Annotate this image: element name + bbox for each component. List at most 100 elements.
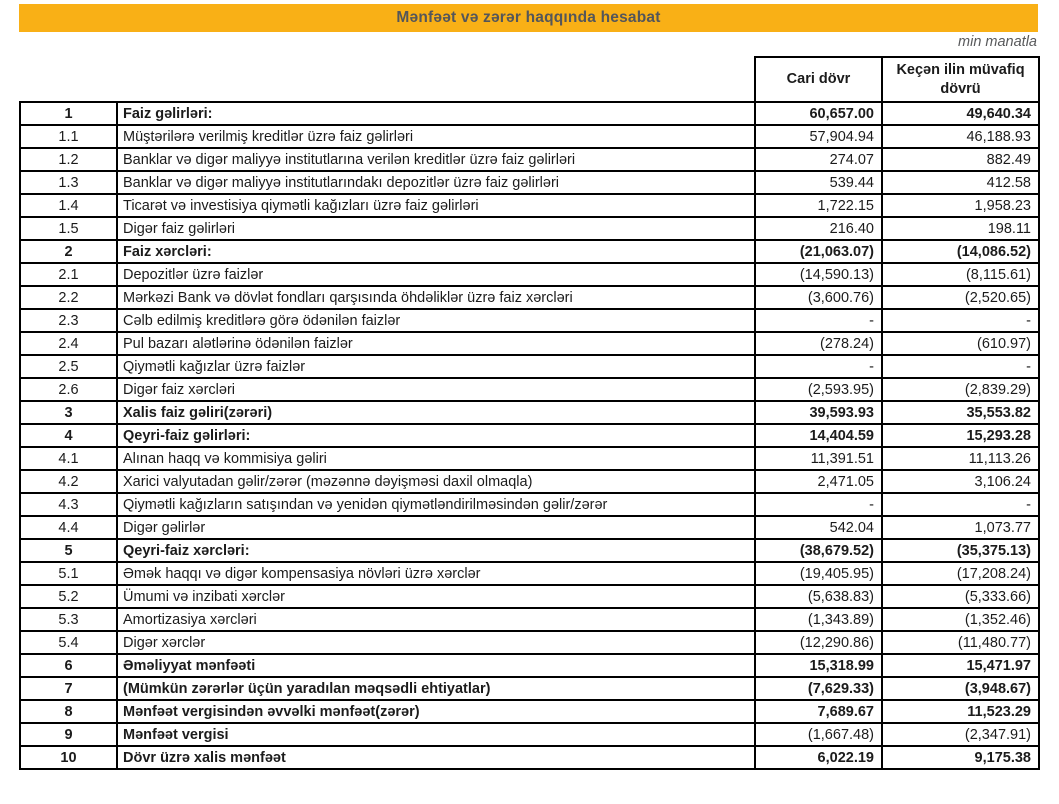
row-number: 4.2 bbox=[19, 469, 118, 494]
row-number: 4.1 bbox=[19, 446, 118, 471]
row-label: Pul bazarı alətlərinə ödənilən faizlər bbox=[116, 331, 756, 356]
row-label: Əmək haqqı və digər kompensasiya növləri… bbox=[116, 561, 756, 586]
table-row: 2.5 Qiymətli kağızlar üzrə faizlər - - bbox=[19, 354, 1040, 379]
row-number: 5.3 bbox=[19, 607, 118, 632]
row-number: 2.2 bbox=[19, 285, 118, 310]
row-number: 9 bbox=[19, 722, 118, 747]
row-current-value: 15,318.99 bbox=[754, 653, 883, 678]
row-current-value: 2,471.05 bbox=[754, 469, 883, 494]
row-number: 2.6 bbox=[19, 377, 118, 402]
row-previous-value: (2,347.91) bbox=[881, 722, 1040, 747]
row-current-value: (2,593.95) bbox=[754, 377, 883, 402]
row-number: 5.2 bbox=[19, 584, 118, 609]
report-table-body: 1 Faiz gəlirləri: 60,657.00 49,640.34 1.… bbox=[19, 101, 1040, 770]
row-number: 10 bbox=[19, 745, 118, 770]
row-current-value: 539.44 bbox=[754, 170, 883, 195]
row-label: Digər faiz gəlirləri bbox=[116, 216, 756, 241]
row-label: Faiz gəlirləri: bbox=[116, 101, 756, 126]
header-spacer bbox=[20, 57, 117, 102]
profit-loss-table: Cari dövr Keçən ilin müvafiq dövrü 1 Fai… bbox=[19, 56, 1040, 770]
row-previous-value: (2,520.65) bbox=[881, 285, 1040, 310]
row-label: Faiz xərcləri: bbox=[116, 239, 756, 264]
row-previous-value: 3,106.24 bbox=[881, 469, 1040, 494]
row-previous-value: 35,553.82 bbox=[881, 400, 1040, 425]
row-current-value: 57,904.94 bbox=[754, 124, 883, 149]
row-number: 2.4 bbox=[19, 331, 118, 356]
row-previous-value: (14,086.52) bbox=[881, 239, 1040, 264]
row-number: 1.1 bbox=[19, 124, 118, 149]
row-current-value: 60,657.00 bbox=[754, 101, 883, 126]
row-number: 1.4 bbox=[19, 193, 118, 218]
row-label: Amortizasiya xərcləri bbox=[116, 607, 756, 632]
row-number: 4 bbox=[19, 423, 118, 448]
table-row: 1.1 Müştərilərə verilmiş kreditlər üzrə … bbox=[19, 124, 1040, 149]
table-row: 1.4 Ticarət və investisiya qiymətli kağı… bbox=[19, 193, 1040, 218]
table-row: 5 Qeyri-faiz xərcləri: (38,679.52) (35,3… bbox=[19, 538, 1040, 563]
table-row: 4.2 Xarici valyutadan gəlir/zərər (məzən… bbox=[19, 469, 1040, 494]
row-current-value: (19,405.95) bbox=[754, 561, 883, 586]
row-current-value: (12,290.86) bbox=[754, 630, 883, 655]
table-row: 1.5 Digər faiz gəlirləri 216.40 198.11 bbox=[19, 216, 1040, 241]
row-current-value: (21,063.07) bbox=[754, 239, 883, 264]
row-current-value: 216.40 bbox=[754, 216, 883, 241]
table-row: 5.1 Əmək haqqı və digər kompensasiya növ… bbox=[19, 561, 1040, 586]
table-row: 10 Dövr üzrə xalis mənfəət 6,022.19 9,17… bbox=[19, 745, 1040, 770]
row-previous-value: (3,948.67) bbox=[881, 676, 1040, 701]
row-previous-value: (17,208.24) bbox=[881, 561, 1040, 586]
row-label: Digər faiz xərcləri bbox=[116, 377, 756, 402]
row-current-value: 14,404.59 bbox=[754, 423, 883, 448]
row-number: 4.3 bbox=[19, 492, 118, 517]
row-label: Qeyri-faiz gəlirləri: bbox=[116, 423, 756, 448]
row-number: 8 bbox=[19, 699, 118, 724]
table-row: 1 Faiz gəlirləri: 60,657.00 49,640.34 bbox=[19, 101, 1040, 126]
row-previous-value: 9,175.38 bbox=[881, 745, 1040, 770]
row-number: 4.4 bbox=[19, 515, 118, 540]
row-number: 5 bbox=[19, 538, 118, 563]
row-label: Digər xərclər bbox=[116, 630, 756, 655]
row-label: Depozitlər üzrə faizlər bbox=[116, 262, 756, 287]
row-label: Ümumi və inzibati xərclər bbox=[116, 584, 756, 609]
row-previous-value: 15,293.28 bbox=[881, 423, 1040, 448]
row-current-value: - bbox=[754, 308, 883, 333]
row-previous-value: - bbox=[881, 308, 1040, 333]
row-label: (Mümkün zərərlər üçün yaradılan məqsədli… bbox=[116, 676, 756, 701]
table-row: 1.3 Banklar və digər maliyyə institutlar… bbox=[19, 170, 1040, 195]
row-number: 2 bbox=[19, 239, 118, 264]
row-label: Müştərilərə verilmiş kreditlər üzrə faiz… bbox=[116, 124, 756, 149]
row-previous-value: 412.58 bbox=[881, 170, 1040, 195]
table-row: 7 (Mümkün zərərlər üçün yaradılan məqsəd… bbox=[19, 676, 1040, 701]
row-current-value: 1,722.15 bbox=[754, 193, 883, 218]
row-current-value: (3,600.76) bbox=[754, 285, 883, 310]
row-previous-value: (11,480.77) bbox=[881, 630, 1040, 655]
row-label: Əməliyyat mənfəəti bbox=[116, 653, 756, 678]
row-number: 3 bbox=[19, 400, 118, 425]
row-number: 6 bbox=[19, 653, 118, 678]
row-label: Qiymətli kağızlar üzrə faizlər bbox=[116, 354, 756, 379]
row-current-value: (5,638.83) bbox=[754, 584, 883, 609]
row-number: 5.4 bbox=[19, 630, 118, 655]
unit-note: min manatla bbox=[958, 34, 1037, 50]
row-previous-value: 882.49 bbox=[881, 147, 1040, 172]
table-row: 4.3 Qiymətli kağızların satışından və ye… bbox=[19, 492, 1040, 517]
row-number: 1.5 bbox=[19, 216, 118, 241]
row-label: Mənfəət vergisi bbox=[116, 722, 756, 747]
table-row: 9 Mənfəət vergisi (1,667.48) (2,347.91) bbox=[19, 722, 1040, 747]
row-number: 1.2 bbox=[19, 147, 118, 172]
row-previous-value: (2,839.29) bbox=[881, 377, 1040, 402]
table-row: 2 Faiz xərcləri: (21,063.07) (14,086.52) bbox=[19, 239, 1040, 264]
column-header-current-period: Cari dövr bbox=[754, 56, 883, 103]
row-current-value: (1,343.89) bbox=[754, 607, 883, 632]
row-previous-value: 198.11 bbox=[881, 216, 1040, 241]
row-previous-value: 11,523.29 bbox=[881, 699, 1040, 724]
table-row: 5.2 Ümumi və inzibati xərclər (5,638.83)… bbox=[19, 584, 1040, 609]
table-row: 2.6 Digər faiz xərcləri (2,593.95) (2,83… bbox=[19, 377, 1040, 402]
row-label: Dövr üzrə xalis mənfəət bbox=[116, 745, 756, 770]
row-number: 5.1 bbox=[19, 561, 118, 586]
row-label: Mərkəzi Bank və dövlət fondları qarşısın… bbox=[116, 285, 756, 310]
row-label: Banklar və digər maliyyə institutlarına … bbox=[116, 147, 756, 172]
row-current-value: (7,629.33) bbox=[754, 676, 883, 701]
row-label: Mənfəət vergisindən əvvəlki mənfəət(zərə… bbox=[116, 699, 756, 724]
table-row: 1.2 Banklar və digər maliyyə institutlar… bbox=[19, 147, 1040, 172]
row-current-value: (38,679.52) bbox=[754, 538, 883, 563]
row-current-value: 7,689.67 bbox=[754, 699, 883, 724]
